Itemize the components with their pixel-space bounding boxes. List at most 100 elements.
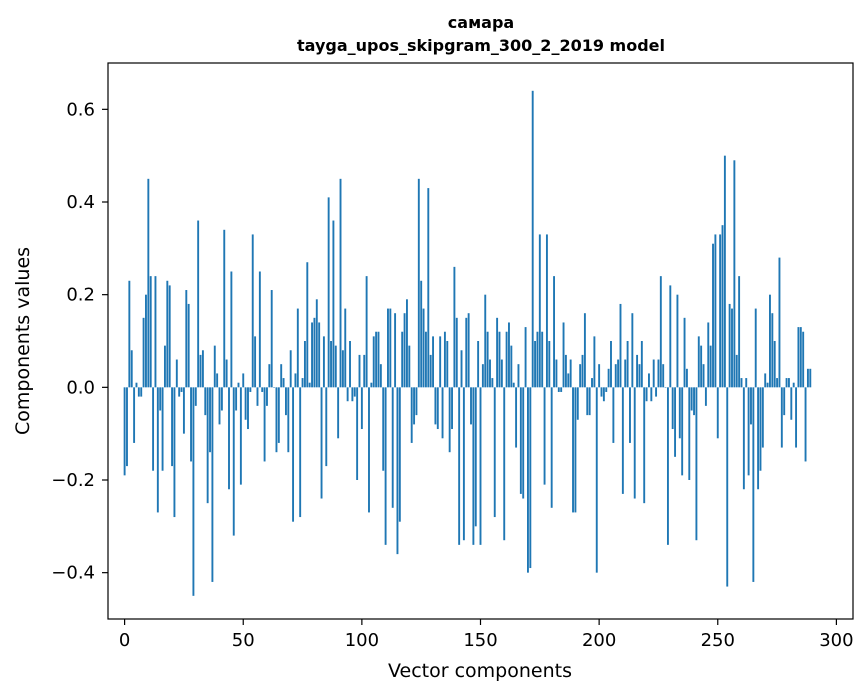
bar-150 xyxy=(479,387,482,545)
bar-269 xyxy=(761,387,764,448)
bar-275 xyxy=(776,378,779,388)
bar-17 xyxy=(163,345,166,388)
bar-162 xyxy=(508,322,510,388)
bar-72 xyxy=(294,373,297,388)
bar-256 xyxy=(731,308,733,388)
x-tick-label: 0 xyxy=(119,630,130,651)
x-axis-ticks: 0 50 100 150 200 250 300 xyxy=(119,619,854,651)
bar-39 xyxy=(216,373,219,388)
bar-12 xyxy=(152,387,155,471)
bar-285 xyxy=(799,327,802,388)
bar-71 xyxy=(292,387,295,522)
bar-1 xyxy=(126,387,128,467)
bar-268 xyxy=(759,387,762,471)
bar-233 xyxy=(676,294,679,388)
bar-13 xyxy=(154,276,157,388)
bar-255 xyxy=(728,303,731,388)
bar-134 xyxy=(441,387,444,439)
bar-236 xyxy=(683,317,686,388)
bar-152 xyxy=(484,294,487,388)
bar-258 xyxy=(735,354,738,388)
bar-252 xyxy=(721,225,724,388)
bar-194 xyxy=(583,313,586,388)
bar-69 xyxy=(287,387,290,453)
bar-77 xyxy=(306,262,309,388)
bar-99 xyxy=(358,354,361,388)
y-tick-label: 0.4 xyxy=(66,192,95,213)
bar-95 xyxy=(349,341,351,388)
bar-5 xyxy=(135,382,138,388)
bar-116 xyxy=(398,387,401,522)
bar-110 xyxy=(384,387,387,545)
bar-85 xyxy=(325,387,328,467)
bar-217 xyxy=(638,364,641,388)
bar-2 xyxy=(128,280,131,388)
bar-78 xyxy=(308,382,311,388)
bar-67 xyxy=(282,378,285,388)
bar-36 xyxy=(209,387,211,453)
bar-206 xyxy=(612,387,615,443)
bar-280 xyxy=(787,378,790,388)
bar-103 xyxy=(368,387,370,513)
bar-288 xyxy=(806,368,809,388)
bar-246 xyxy=(707,322,710,388)
bar-31 xyxy=(197,220,200,388)
bar-64 xyxy=(275,387,278,453)
bar-254 xyxy=(726,387,729,587)
y-axis-label: Components values xyxy=(12,247,34,435)
bar-111 xyxy=(387,308,389,388)
bar-53 xyxy=(249,387,252,392)
bar-51 xyxy=(244,387,247,420)
bar-25 xyxy=(182,387,185,434)
bar-223 xyxy=(652,359,655,388)
bar-22 xyxy=(175,359,178,388)
bar-35 xyxy=(206,387,209,504)
bar-147 xyxy=(472,387,475,545)
bar-185 xyxy=(562,322,565,388)
bar-84 xyxy=(322,336,325,388)
bar-143 xyxy=(462,387,465,541)
bar-27 xyxy=(187,303,190,388)
bar-262 xyxy=(745,378,748,388)
bar-183 xyxy=(557,387,560,392)
bar-199 xyxy=(595,387,598,573)
bar-196 xyxy=(588,387,591,416)
bar-94 xyxy=(346,387,349,402)
bar-151 xyxy=(481,364,484,388)
y-tick-label: −0.4 xyxy=(51,563,95,584)
bar-208 xyxy=(617,359,620,388)
bar-239 xyxy=(690,387,693,411)
bar-52 xyxy=(247,387,249,430)
bar-81 xyxy=(315,299,318,388)
bar-130 xyxy=(432,336,434,388)
bar-23 xyxy=(178,387,181,397)
bar-176 xyxy=(541,331,544,388)
bar-32 xyxy=(199,354,202,388)
bar-171 xyxy=(529,387,532,569)
bar-127 xyxy=(424,331,427,388)
bar-167 xyxy=(519,387,522,494)
bar-16 xyxy=(161,387,164,471)
bar-117 xyxy=(401,331,404,388)
bar-142 xyxy=(460,350,463,388)
bar-138 xyxy=(451,387,453,430)
bar-60 xyxy=(266,387,268,406)
bar-76 xyxy=(303,341,306,388)
bar-122 xyxy=(413,387,416,425)
bar-237 xyxy=(685,368,688,388)
bar-214 xyxy=(631,313,634,388)
bar-79 xyxy=(311,322,313,388)
bar-41 xyxy=(220,387,223,411)
bar-184 xyxy=(560,387,563,392)
bar-221 xyxy=(648,373,650,388)
bar-203 xyxy=(605,387,608,392)
bar-163 xyxy=(510,345,513,388)
bar-245 xyxy=(704,387,707,406)
bar-213 xyxy=(629,387,631,443)
bar-102 xyxy=(365,276,368,388)
bar-157 xyxy=(496,317,499,388)
bar-198 xyxy=(593,336,596,388)
bar-244 xyxy=(702,364,705,388)
bar-272 xyxy=(769,294,771,388)
bar-228 xyxy=(664,387,667,388)
